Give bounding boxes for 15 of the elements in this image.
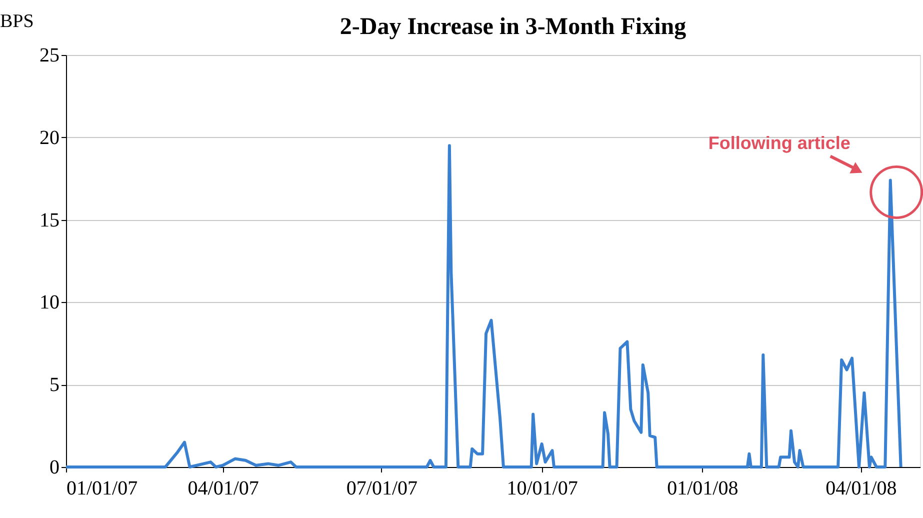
x-tick-label: 07/01/07 bbox=[346, 478, 418, 500]
y-tick-label: 15 bbox=[40, 209, 60, 232]
y-tick-label: 25 bbox=[40, 44, 60, 66]
y-tick-label: 5 bbox=[50, 374, 60, 396]
y-tick-label: 10 bbox=[40, 292, 60, 314]
chart-title: 2-Day Increase in 3-Month Fixing bbox=[340, 14, 686, 40]
annotation: Following article bbox=[708, 133, 850, 154]
x-tick-label: 04/01/08 bbox=[826, 478, 897, 500]
x-tick-label: 01/01/08 bbox=[667, 478, 738, 500]
y-axis-title: BPS bbox=[0, 11, 34, 32]
y-tick-label: 0 bbox=[50, 456, 60, 478]
x-tick-label: 04/01/07 bbox=[188, 478, 259, 500]
x-tick-label: 10/01/07 bbox=[506, 478, 578, 500]
y-tick-label: 20 bbox=[40, 126, 60, 149]
x-tick-label: 01/01/07 bbox=[66, 478, 138, 500]
